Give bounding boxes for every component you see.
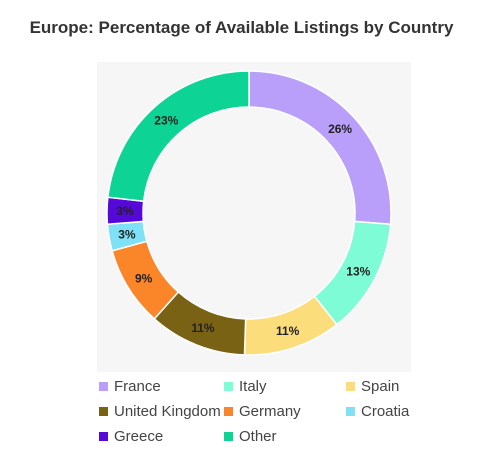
slice-label-france: 26% — [328, 122, 352, 136]
slice-france — [248, 70, 392, 226]
legend-item-other: Other — [224, 428, 277, 445]
legend-label: United Kingdom — [114, 403, 221, 420]
legend-swatch — [99, 407, 108, 416]
slice-label-greece: 3% — [116, 204, 134, 218]
slice-label-other: 23% — [154, 114, 178, 128]
legend: France Italy Spain United Kingdom Germany Cro… — [0, 372, 483, 452]
legend-item-greece: Greece — [99, 428, 163, 445]
legend-label: Croatia — [361, 403, 410, 420]
legend-swatch — [224, 382, 233, 391]
legend-item-croatia: Croatia — [346, 403, 409, 420]
legend-label: Other — [239, 428, 277, 445]
legend-label: Greece — [114, 428, 164, 445]
legend-label: Italy — [239, 378, 267, 395]
legend-swatch — [224, 407, 233, 416]
legend-item-germany: Germany — [224, 403, 301, 420]
slice-label-germany: 9% — [135, 271, 153, 285]
legend-item-italy: Italy — [224, 378, 267, 395]
legend-swatch — [99, 382, 108, 391]
legend-item-france: France — [99, 378, 161, 395]
legend-swatch — [99, 432, 108, 441]
legend-label: France — [114, 378, 161, 395]
slice-label-croatia: 3% — [118, 228, 136, 242]
legend-label: Spain — [361, 378, 400, 395]
slice-label-italy: 13% — [346, 265, 370, 279]
legend-swatch — [346, 382, 355, 391]
chart-title: Europe: Percentage of Available Listings… — [29, 18, 454, 37]
slice-label-spain: 11% — [276, 324, 300, 338]
legend-swatch — [224, 432, 233, 441]
legend-label: Germany — [239, 403, 301, 420]
slice-label-united-kingdom: 11% — [191, 321, 215, 335]
legend-item-spain: Spain — [346, 378, 399, 395]
legend-item-united-kingdom: United Kingdom — [99, 403, 221, 420]
slice-other — [107, 70, 250, 203]
legend-swatch — [346, 407, 355, 416]
